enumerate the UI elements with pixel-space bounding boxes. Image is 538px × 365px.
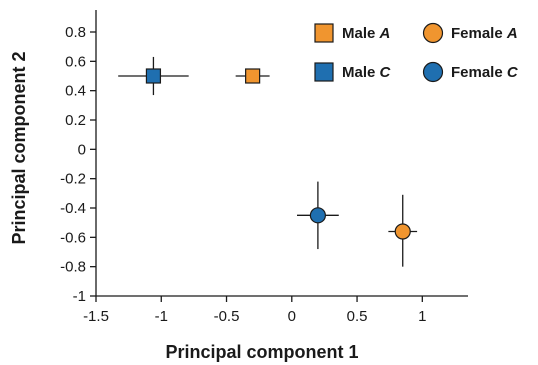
legend-marker-circle bbox=[422, 22, 444, 44]
legend: Male A Female A Male C Female C bbox=[314, 22, 519, 83]
legend-label: Male A bbox=[342, 25, 390, 42]
point-female-c bbox=[297, 181, 339, 250]
y-tick-label: -0.8 bbox=[60, 259, 86, 276]
legend-item-female-a: Female A bbox=[422, 22, 518, 44]
x-tick-label: 0 bbox=[288, 308, 296, 325]
x-axis-title: Principal component 1 bbox=[165, 342, 358, 362]
marker-circle bbox=[309, 207, 326, 224]
x-axis-ticks: -1.5 -1 -0.5 0 0.5 1 bbox=[83, 296, 426, 325]
legend-marker-circle bbox=[422, 61, 444, 83]
legend-label: Male C bbox=[342, 64, 392, 81]
point-female-a bbox=[388, 194, 418, 267]
x-tick-label: 1 bbox=[418, 308, 426, 325]
marker-square bbox=[245, 68, 261, 84]
legend-item-male-a: Male A bbox=[314, 23, 390, 43]
x-tick-label: -1.5 bbox=[83, 308, 109, 325]
axes bbox=[95, 10, 468, 297]
x-tick-label: -1 bbox=[155, 308, 168, 325]
legend-item-male-c: Male C bbox=[314, 62, 392, 82]
y-tick-label: 0.2 bbox=[65, 112, 86, 129]
legend-item-female-c: Female C bbox=[422, 61, 519, 83]
point-male-c bbox=[118, 56, 189, 96]
y-axis-ticks: 0.8 0.6 0.4 0.2 0 -0.2 -0.4 -0.6 -0.8 -1 bbox=[60, 24, 96, 305]
y-tick-label: 0.6 bbox=[65, 53, 86, 70]
marker-square bbox=[145, 68, 162, 84]
data-points bbox=[118, 56, 418, 267]
legend-marker-square bbox=[314, 62, 334, 82]
legend-marker-square bbox=[314, 23, 334, 43]
marker-circle bbox=[394, 223, 411, 240]
y-tick-label: 0 bbox=[78, 141, 86, 158]
y-tick-label: -0.4 bbox=[60, 200, 86, 217]
point-male-a bbox=[235, 68, 270, 84]
y-axis-title: Principal component 2 bbox=[9, 51, 29, 244]
y-tick-label: 0.4 bbox=[65, 83, 86, 100]
x-tick-label: 0.5 bbox=[347, 308, 368, 325]
x-tick-label: -0.5 bbox=[214, 308, 240, 325]
y-tick-label: -0.2 bbox=[60, 171, 86, 188]
y-tick-label: -1 bbox=[73, 288, 86, 305]
legend-label: Female A bbox=[451, 25, 518, 42]
legend-label: Female C bbox=[451, 64, 519, 81]
y-tick-label: 0.8 bbox=[65, 24, 86, 41]
y-tick-label: -0.6 bbox=[60, 229, 86, 246]
